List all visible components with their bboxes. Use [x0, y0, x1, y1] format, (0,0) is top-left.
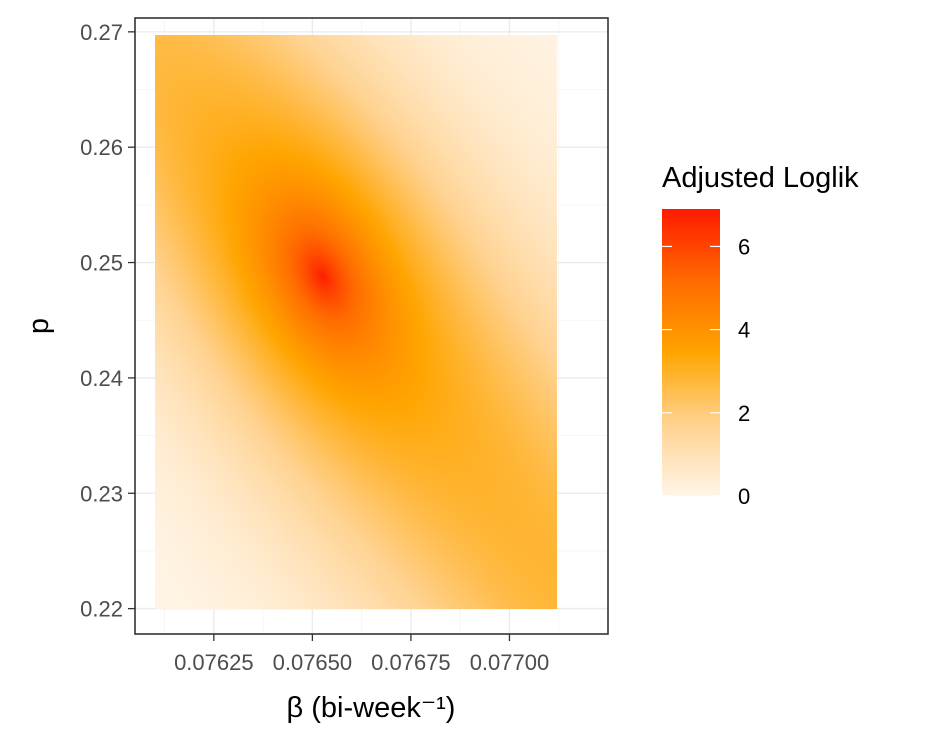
- legend-tick-label: 0: [738, 484, 750, 509]
- heatmap-surface: [155, 35, 557, 609]
- y-tick-label: 0.22: [80, 597, 123, 622]
- x-tick-label: 0.07675: [371, 650, 451, 675]
- legend-colorbar: [662, 209, 720, 496]
- y-tick-label: 0.25: [80, 251, 123, 276]
- x-tick-label: 0.07625: [174, 650, 254, 675]
- legend-ticks: 0 2 4 6: [662, 234, 750, 509]
- y-tick-label: 0.23: [80, 481, 123, 506]
- y-axis-title: p: [23, 318, 55, 334]
- x-axis-title: β (bi-week⁻¹): [287, 692, 456, 724]
- legend-tick-label: 2: [738, 401, 750, 426]
- y-axis: 0.22 0.23 0.24 0.25 0.26 0.27: [80, 20, 135, 622]
- y-tick-label: 0.24: [80, 366, 123, 391]
- y-tick-label: 0.27: [80, 20, 123, 45]
- x-tick-label: 0.07700: [470, 650, 550, 675]
- legend-tick-label: 6: [738, 234, 750, 259]
- x-axis: 0.07625 0.07650 0.07675 0.07700: [174, 634, 549, 675]
- legend-title: Adjusted Loglik: [662, 162, 859, 194]
- plot-border: [134, 17, 609, 635]
- legend-tick-label: 4: [738, 318, 750, 343]
- y-tick-label: 0.26: [80, 135, 123, 160]
- x-tick-label: 0.07650: [273, 650, 353, 675]
